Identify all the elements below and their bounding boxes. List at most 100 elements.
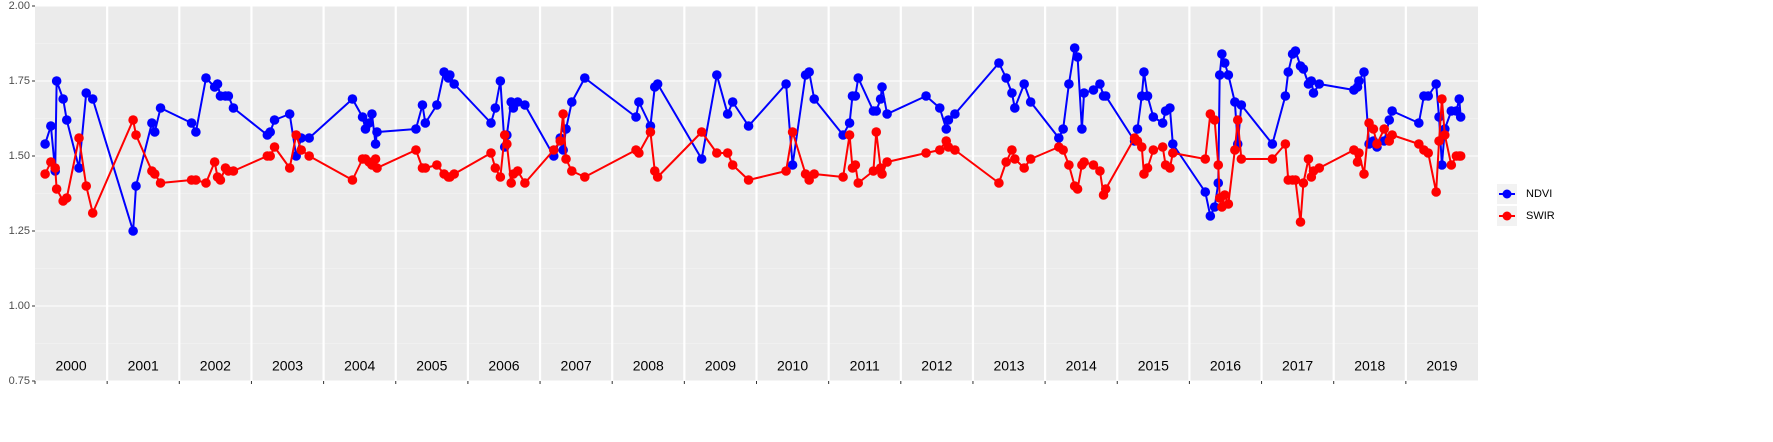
data-point xyxy=(743,175,754,185)
x-tick-label: 2018 xyxy=(1354,358,1385,374)
data-point xyxy=(1054,133,1064,143)
data-point xyxy=(370,139,381,149)
data-point xyxy=(1303,154,1314,164)
data-point xyxy=(1223,199,1234,209)
data-point xyxy=(1306,76,1317,86)
data-point xyxy=(50,163,61,173)
data-point xyxy=(520,100,530,110)
data-point xyxy=(1314,163,1325,173)
data-point xyxy=(149,169,160,179)
data-point xyxy=(186,118,197,128)
data-point xyxy=(284,163,295,173)
legend-label: SWIR xyxy=(1526,210,1555,222)
data-point xyxy=(727,97,738,107)
data-point xyxy=(284,109,295,119)
data-point xyxy=(420,118,431,128)
x-tick-label: 2004 xyxy=(344,358,375,374)
data-point xyxy=(1095,166,1105,176)
grid xyxy=(35,5,1478,382)
data-point xyxy=(921,91,931,101)
data-point xyxy=(1205,211,1216,221)
data-point xyxy=(372,127,382,137)
data-point xyxy=(1290,46,1301,56)
data-point xyxy=(304,133,314,143)
data-point xyxy=(1414,118,1424,128)
data-point xyxy=(1219,58,1230,68)
data-point xyxy=(1223,70,1234,80)
data-point xyxy=(652,79,663,89)
data-point xyxy=(215,175,226,185)
y-tick-label: 1.00 xyxy=(9,300,30,312)
data-point xyxy=(1095,79,1105,89)
x-tick-label: 2002 xyxy=(200,358,231,374)
data-point xyxy=(1295,217,1306,227)
data-point xyxy=(209,157,220,167)
data-point xyxy=(566,166,577,176)
data-point xyxy=(838,172,848,182)
data-point xyxy=(921,148,931,158)
data-point xyxy=(1064,160,1074,170)
data-point xyxy=(877,169,887,179)
data-point xyxy=(1431,79,1441,89)
data-point xyxy=(486,148,496,158)
data-point xyxy=(1100,184,1111,194)
data-point xyxy=(1219,190,1230,200)
data-point xyxy=(1009,103,1020,113)
data-layer xyxy=(40,43,1466,236)
data-point xyxy=(696,127,707,137)
data-point xyxy=(486,118,496,128)
data-point xyxy=(87,208,98,218)
data-point xyxy=(147,118,157,128)
data-point xyxy=(223,91,234,101)
data-point xyxy=(1434,136,1444,146)
data-point xyxy=(1139,67,1149,77)
data-point xyxy=(191,175,201,185)
data-point xyxy=(1088,160,1099,170)
x-tick-label: 2014 xyxy=(1066,358,1097,374)
y-tick-label: 1.50 xyxy=(9,150,30,162)
data-point xyxy=(58,94,68,104)
data-point xyxy=(1200,187,1211,197)
data-point xyxy=(844,130,855,140)
x-tick-label: 2012 xyxy=(921,358,952,374)
x-tick-label: 2000 xyxy=(55,358,86,374)
data-point xyxy=(850,91,861,101)
data-point xyxy=(1236,100,1247,110)
x-tick-label: 2003 xyxy=(272,358,303,374)
data-point xyxy=(696,154,707,164)
data-point xyxy=(1298,178,1309,188)
data-point xyxy=(1283,67,1294,77)
data-point xyxy=(61,193,72,203)
data-point xyxy=(1455,112,1466,122)
data-point xyxy=(1387,106,1397,116)
data-point xyxy=(46,121,56,131)
x-tick-label: 2016 xyxy=(1210,358,1241,374)
data-point xyxy=(722,148,733,158)
data-point xyxy=(512,97,523,107)
x-tick-label: 2001 xyxy=(128,358,159,374)
x-tick-label: 2011 xyxy=(850,358,880,374)
data-point xyxy=(1001,73,1011,83)
data-point xyxy=(411,124,421,134)
data-point xyxy=(1354,148,1364,158)
data-point xyxy=(781,166,791,176)
data-point xyxy=(1100,91,1111,101)
data-point xyxy=(304,151,314,161)
data-point xyxy=(1213,160,1224,170)
data-point xyxy=(1387,130,1397,140)
data-point xyxy=(265,127,276,137)
y-tick-label: 0.75 xyxy=(9,375,30,387)
data-point xyxy=(579,172,590,182)
data-point xyxy=(1423,91,1434,101)
data-point xyxy=(191,127,201,137)
data-point xyxy=(449,169,459,179)
data-point xyxy=(449,79,459,89)
data-point xyxy=(882,109,892,119)
data-point xyxy=(1142,163,1153,173)
data-point xyxy=(1431,187,1441,197)
data-point xyxy=(868,166,879,176)
data-point xyxy=(934,145,945,155)
data-point xyxy=(495,172,506,182)
data-point xyxy=(1019,79,1029,89)
